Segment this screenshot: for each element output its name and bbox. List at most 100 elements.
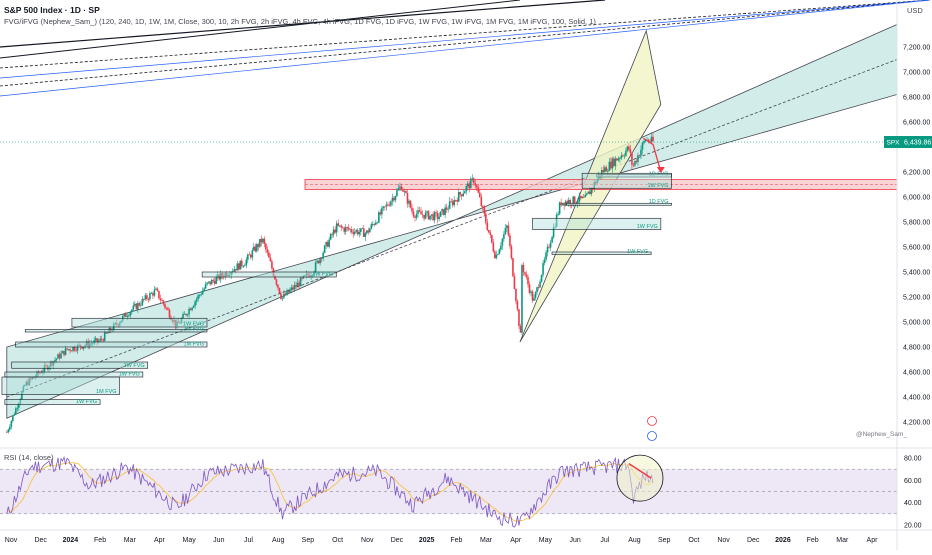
candle-body [427,211,430,220]
candle-body [486,222,489,231]
candle-body [299,277,302,287]
time-tick-label: Mar [480,537,493,544]
candle-body [141,298,144,306]
candle-body [485,213,487,223]
candle-body [257,244,260,247]
candle-body [409,200,412,208]
candle-body [183,313,186,315]
candle-body [117,324,120,326]
candle-body [225,272,228,277]
candle-body [507,225,510,236]
candle-body [28,378,31,386]
time-tick-label: Nov [717,537,730,544]
candle-body [176,321,178,327]
candle-body [629,149,632,154]
candle-body [533,298,535,301]
candle-body [174,319,177,327]
candle-body [283,293,285,298]
candle-body [454,199,457,201]
fvg-zone-label: 1W FVG [312,272,333,278]
rsi-ma-line [6,462,654,522]
candle-body [390,201,392,206]
candle-body [417,210,419,214]
candle-body [495,254,498,259]
candle-body [372,224,374,225]
candle-body [301,277,303,279]
candle-body [230,272,233,276]
candle-body [63,350,65,356]
candle-body [525,274,528,278]
candle-body [561,202,564,206]
fvg-zone-label: 1M FVG [96,389,116,395]
candle-body [55,358,58,360]
candle-body [316,260,318,263]
candle-body [430,214,433,216]
fvg-zone [4,399,101,405]
candle-body [604,167,606,172]
rsi-divergence-circle [616,454,664,502]
candle-body [567,199,570,204]
candle-body [652,136,654,142]
candle-body [81,346,83,349]
candle-body [457,192,460,202]
candle-body [594,182,597,184]
candle-body [385,204,388,207]
candle-body [85,341,88,346]
candle-body [471,178,474,180]
candle-body [329,233,332,240]
candle-body [150,293,153,294]
candle-body [242,266,245,267]
candle-body [512,258,514,277]
candle-body [369,228,371,233]
candle-body [27,381,29,386]
candle-body [491,235,493,243]
candle-body [46,365,49,370]
candle-body [173,319,175,322]
candle-body [585,193,588,195]
candle-body [191,307,193,311]
fvg-zone-label: 1W FVG [647,183,668,189]
candle-body [79,344,82,347]
candle-body [376,222,379,224]
candle-body [581,196,584,199]
candle-body [120,320,123,323]
candle-body [180,318,183,323]
us-flag-badge-icon [647,431,657,441]
candle-body [64,348,67,356]
candle-body [228,275,231,276]
candle-body [138,303,141,306]
candle-body [320,258,323,259]
candle-body [237,263,240,270]
time-tick-label: Aug [272,537,285,544]
candle-body [198,294,201,296]
candle-body [555,214,558,227]
candle-body [572,196,574,205]
candle-body [158,290,160,299]
candle-body [287,290,290,293]
candle-body [584,194,587,198]
candle-body [97,340,100,342]
candle-body [350,229,353,233]
candle-body [177,321,180,323]
fvg-zone-label: 1D FVG [649,172,669,178]
candle-body [622,155,624,157]
candle-body [393,197,395,201]
candle-body [418,210,421,212]
candle-body [501,238,504,246]
time-tick-label: Oct [332,537,343,544]
candle-body [295,285,297,287]
candle-body [494,251,496,259]
candle-body [24,385,26,387]
watermark: @Nephew_Sam_ [856,431,908,438]
candle-body [465,186,468,192]
candle-body [477,187,480,193]
candle-body [134,303,136,306]
rsi-divergence-line [628,462,652,479]
candle-body [207,281,210,283]
candle-body [384,206,386,208]
candle-body [516,301,519,310]
time-tick-label: 2024 [63,537,79,544]
fvg-zone [24,329,208,333]
time-tick-label: Aug [628,537,641,544]
candle-body [210,279,213,285]
